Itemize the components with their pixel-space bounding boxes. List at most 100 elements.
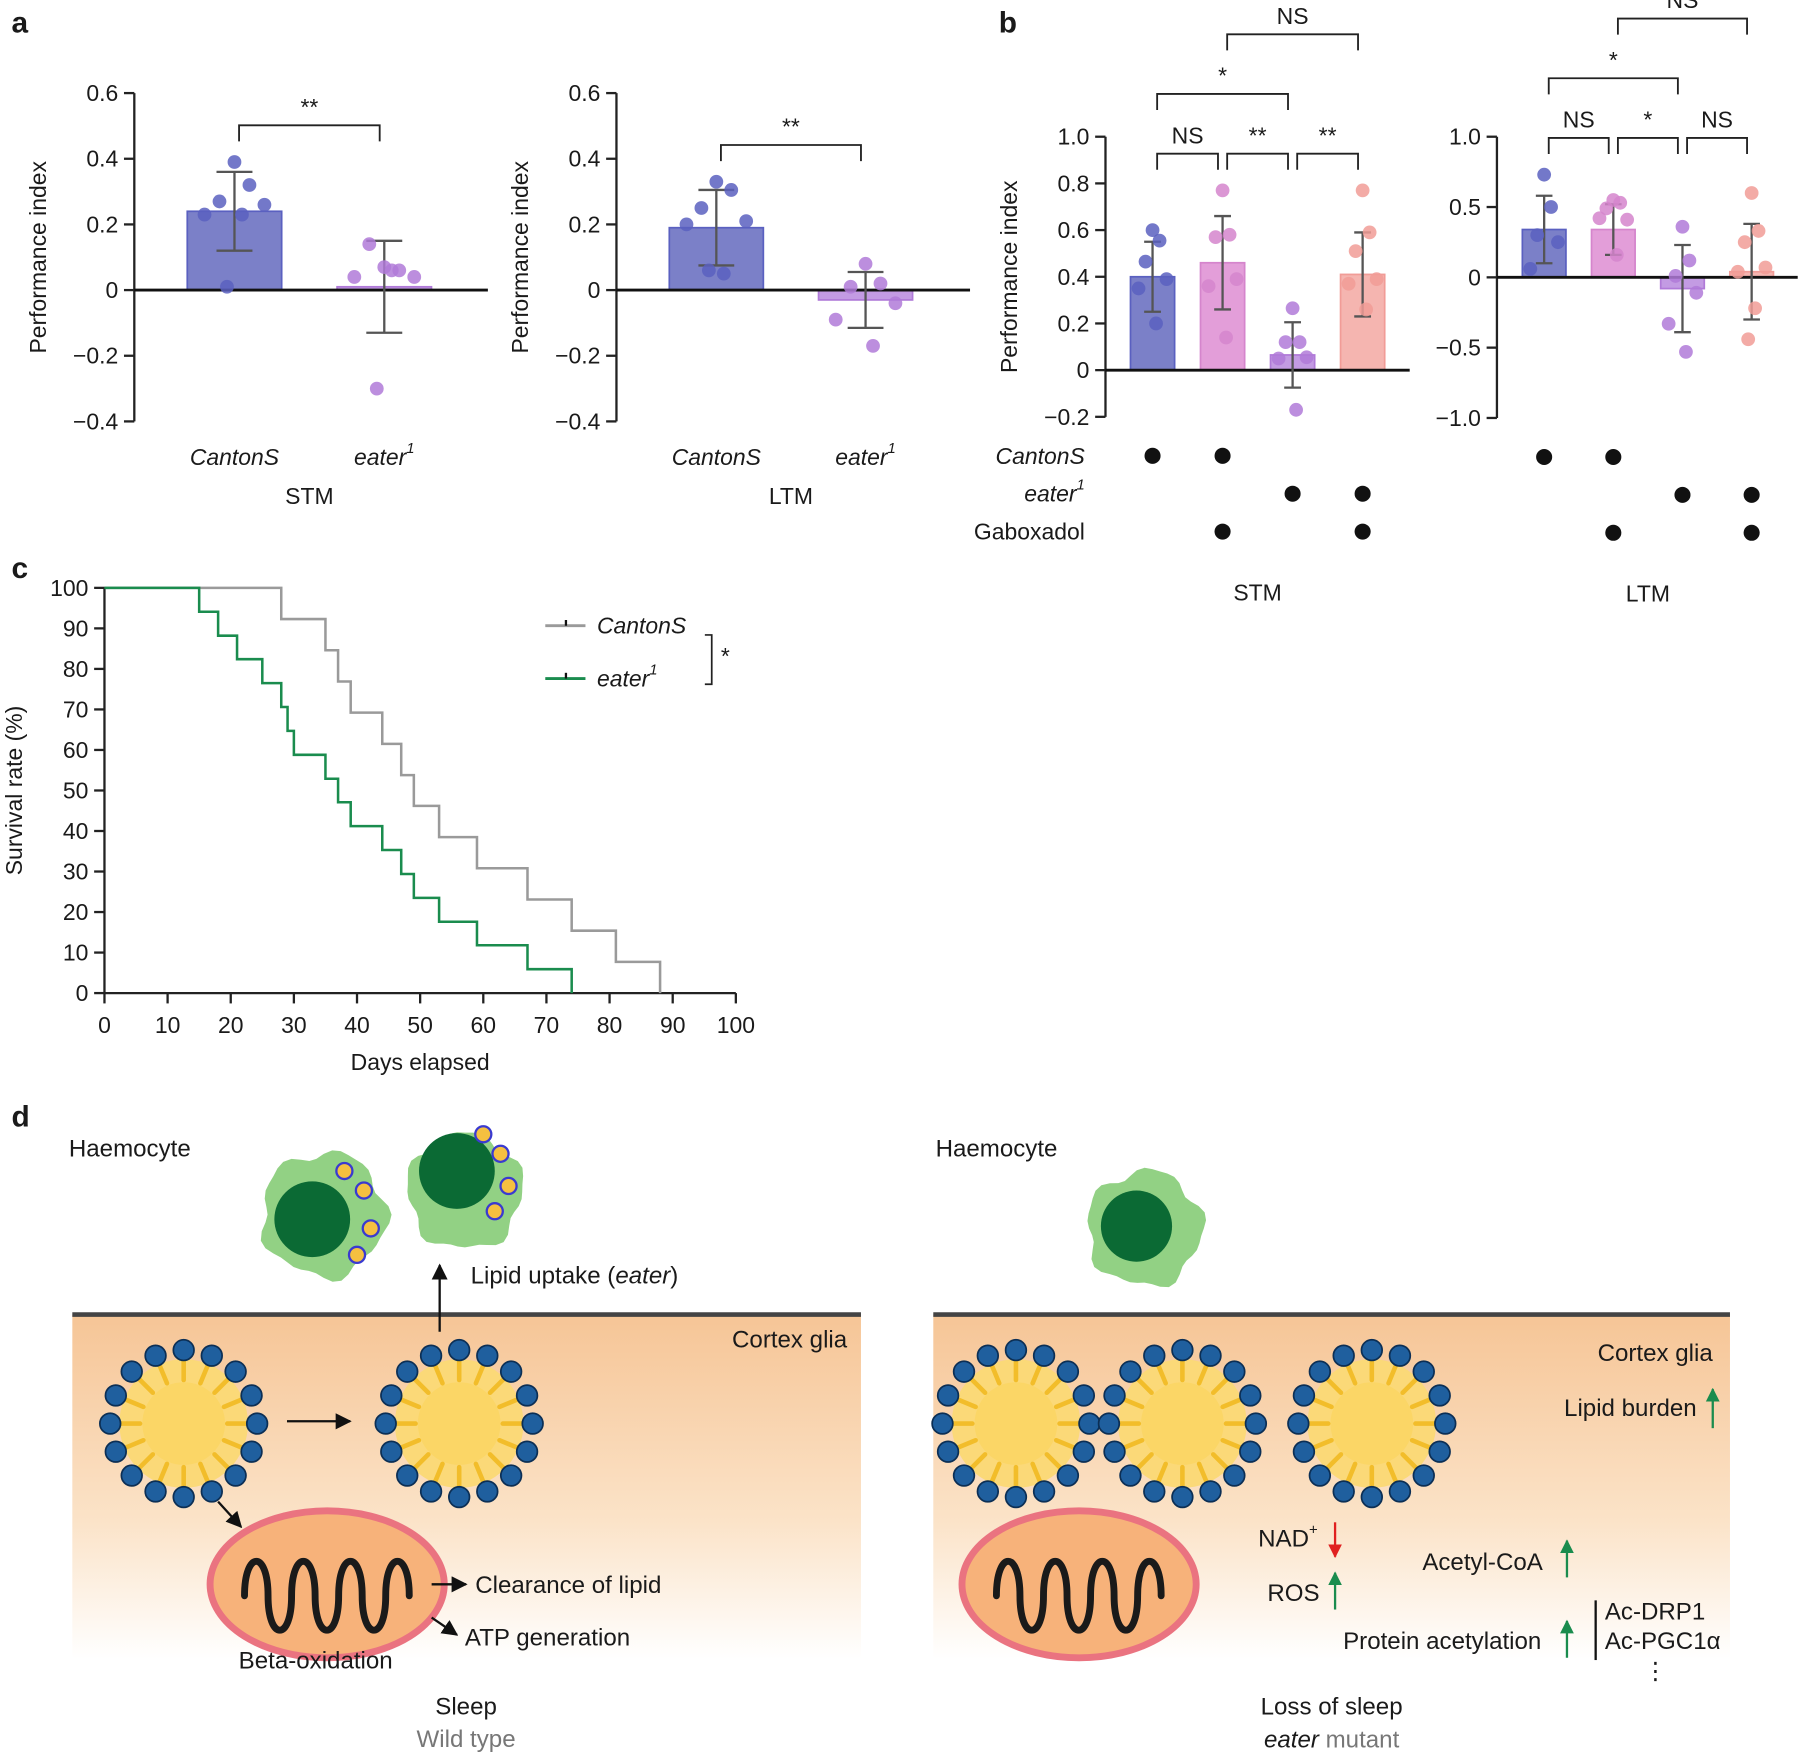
lipid-tail: [1044, 1452, 1063, 1470]
lipid-tail: [1030, 1364, 1042, 1386]
lipid-tail: [212, 1452, 230, 1470]
significance-bracket: [1226, 152, 1289, 170]
significance-bracket: [1547, 137, 1610, 155]
data-point: [1299, 350, 1314, 365]
data-point: [197, 207, 212, 222]
significance-label: **: [300, 94, 318, 120]
data-point: [407, 270, 422, 284]
lipid-head: [1292, 1384, 1316, 1407]
data-point: [724, 183, 739, 197]
y-tick-label: 0.5: [1449, 194, 1481, 220]
panel-letter: d: [11, 1101, 29, 1134]
y-axis-label: Performance index: [507, 160, 533, 353]
cristae: [992, 1558, 1165, 1634]
data-point: [369, 381, 384, 396]
lipid-head: [104, 1384, 127, 1407]
data-point: [1737, 235, 1752, 250]
data-point: [1278, 335, 1293, 350]
significance-bracket: [1156, 152, 1219, 170]
label-part: 1: [649, 662, 657, 679]
significance-bracket: [1226, 33, 1359, 51]
data-point: [1689, 285, 1704, 300]
lipid-particle: [474, 1125, 493, 1144]
lipid-tail: [1136, 1377, 1154, 1396]
label-part: eater: [354, 444, 408, 470]
y-axis-label: Performance index: [996, 180, 1022, 373]
group-label: STM: [1233, 579, 1281, 605]
y-tick-label: 0: [1077, 357, 1090, 383]
arrow: [217, 1500, 243, 1529]
lipid-head: [1004, 1338, 1028, 1362]
y-tick-label: 0.2: [86, 211, 118, 237]
data-point: [1758, 260, 1773, 275]
lipid-head: [144, 1480, 167, 1503]
x-tick-label: 90: [660, 1012, 686, 1038]
lipid-tail: [1196, 1461, 1209, 1484]
lipid-head: [936, 1384, 960, 1407]
condition-label: CantonS: [996, 443, 1086, 469]
error-bar: [216, 170, 253, 252]
significance-label: NS: [1563, 107, 1595, 133]
significance-label: **: [1249, 122, 1267, 148]
label-part: 1: [406, 440, 414, 457]
lipid-tail: [969, 1452, 988, 1470]
lipid-head: [952, 1464, 976, 1487]
lipid-tail: [1136, 1452, 1154, 1470]
label-part: eater: [615, 1262, 671, 1289]
lipid-head: [380, 1384, 403, 1407]
lipid-tail: [1386, 1364, 1398, 1386]
y-tick-label: 0.4: [86, 146, 118, 172]
y-tick-label: 0.4: [1058, 264, 1090, 290]
condition-dot: [1284, 485, 1301, 502]
lipid-head: [396, 1464, 419, 1487]
lipid-tail: [497, 1437, 519, 1450]
lipid-tail: [956, 1397, 978, 1410]
lipid-head: [200, 1344, 223, 1367]
arrow: [430, 1616, 459, 1636]
lipid-head: [245, 1412, 269, 1435]
data-point: [1229, 272, 1244, 286]
label-part: eater: [1024, 481, 1078, 507]
y-tick-label: 0.6: [568, 80, 600, 106]
data-point: [694, 201, 709, 215]
data-point: [1359, 302, 1374, 317]
lipid-head: [120, 1360, 143, 1383]
label: Sleep: [435, 1694, 497, 1721]
data-point: [1145, 223, 1160, 237]
lipid-head: [240, 1440, 263, 1463]
lipid-tail: [1409, 1437, 1432, 1450]
lipid-head: [1239, 1440, 1262, 1463]
label: Cortex glia: [1598, 1340, 1714, 1367]
y-tick-label: 1.0: [1449, 124, 1481, 150]
lipid-tail: [1386, 1461, 1398, 1484]
data-point: [1599, 201, 1614, 216]
y-tick-label: 0: [105, 277, 118, 303]
data-point: [709, 174, 724, 189]
nucleus: [419, 1133, 495, 1209]
lipid-head: [499, 1360, 523, 1383]
lipid-head: [1292, 1440, 1316, 1463]
lipid-head: [1388, 1480, 1412, 1503]
data-point: [1152, 233, 1167, 248]
lipid-tail: [989, 1364, 1002, 1386]
lipid-head: [1143, 1344, 1166, 1367]
panel-letter: c: [11, 552, 28, 585]
lipid-tail: [1409, 1397, 1432, 1410]
data-point: [1551, 235, 1565, 250]
data-point: [1271, 351, 1286, 366]
condition-dot: [1144, 447, 1161, 464]
data-point: [1744, 186, 1759, 200]
y-tick-label: 60: [63, 737, 89, 763]
y-tick-label: 0.2: [568, 211, 600, 237]
data-point: [1592, 211, 1607, 226]
lipid-tail: [487, 1452, 506, 1470]
lipid-particle: [354, 1181, 374, 1200]
significance-label: NS: [1667, 0, 1699, 13]
lipid-tail: [1210, 1452, 1229, 1470]
significance-bracket: [1156, 93, 1289, 111]
condition-dot: [1605, 524, 1622, 541]
condition-dot: [1214, 523, 1231, 540]
lipid-particle: [335, 1161, 354, 1181]
data-point: [1355, 183, 1370, 198]
